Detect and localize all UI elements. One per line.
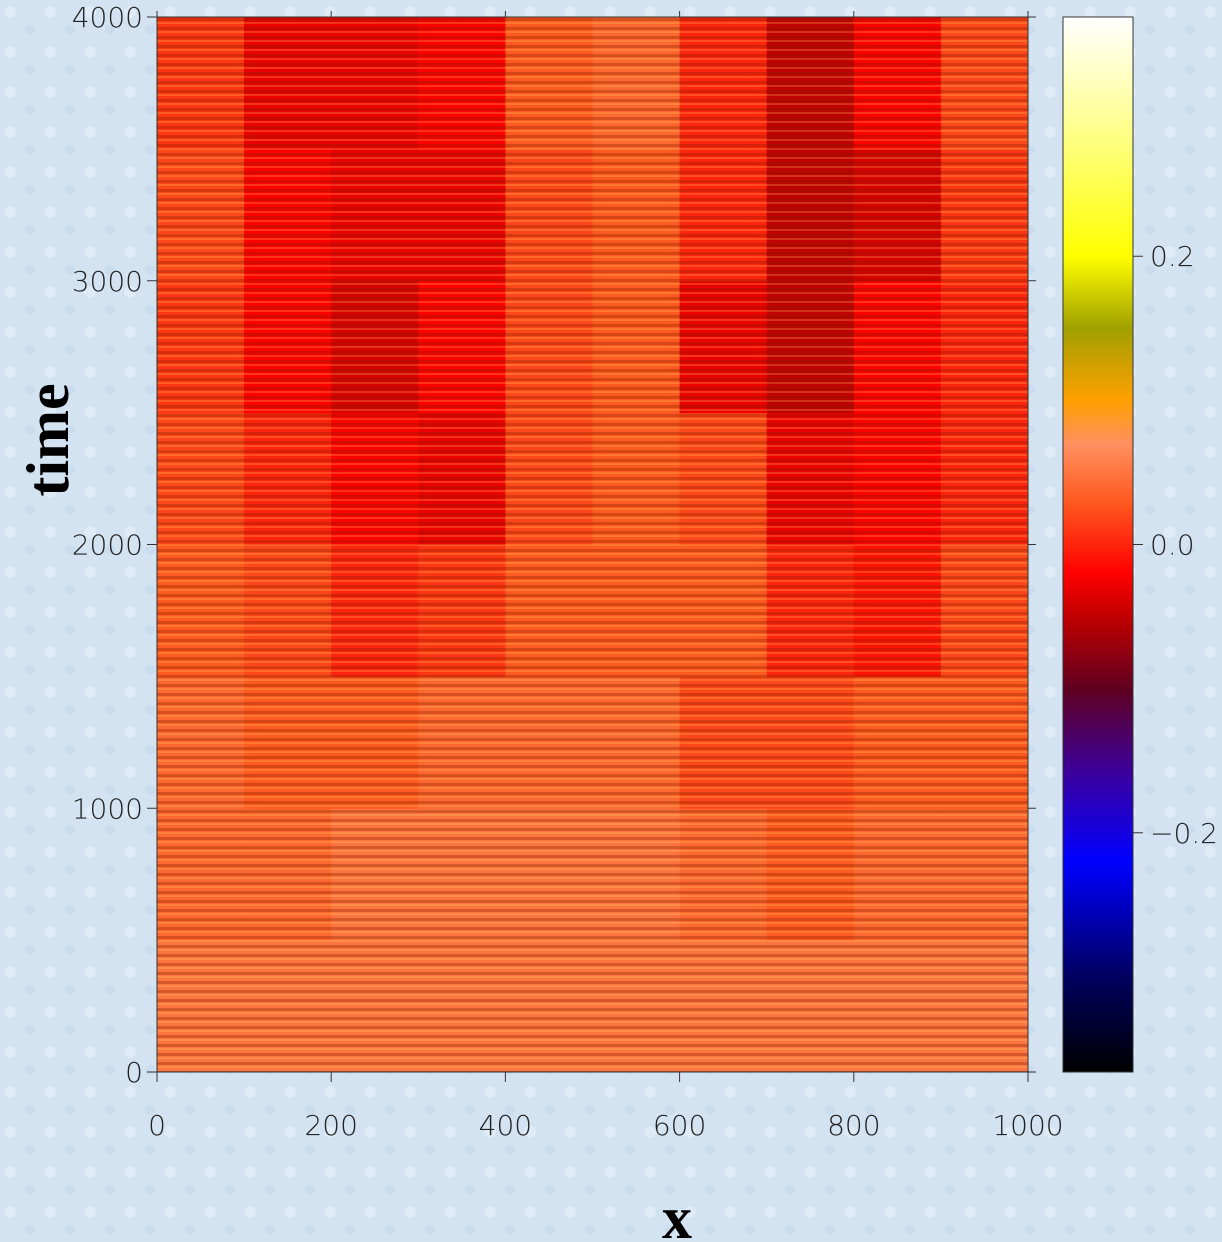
x-tick-label: 0	[148, 1109, 166, 1142]
x-tick-label: 200	[304, 1109, 357, 1142]
y-tick-label: 1000	[72, 792, 143, 825]
colorbar-tick-label: 0.0	[1150, 529, 1195, 562]
x-tick-label: 1000	[992, 1109, 1063, 1142]
x-axis-label: x	[662, 1185, 692, 1242]
x-tick-label: 600	[653, 1109, 706, 1142]
y-tick-label: 2000	[72, 529, 143, 562]
y-axis-label: time	[15, 383, 81, 496]
texture	[157, 17, 1028, 1072]
y-tick-label: 3000	[72, 265, 143, 298]
y-tick-label: 4000	[72, 1, 143, 34]
y-tick-label: 0	[125, 1056, 143, 1089]
x-tick-label: 400	[479, 1109, 532, 1142]
colorbar-tick-label: −0.2	[1150, 817, 1218, 850]
colorbar-tick-label: 0.2	[1150, 240, 1195, 273]
colorbar	[1062, 16, 1134, 1073]
x-tick-label: 800	[827, 1109, 880, 1142]
